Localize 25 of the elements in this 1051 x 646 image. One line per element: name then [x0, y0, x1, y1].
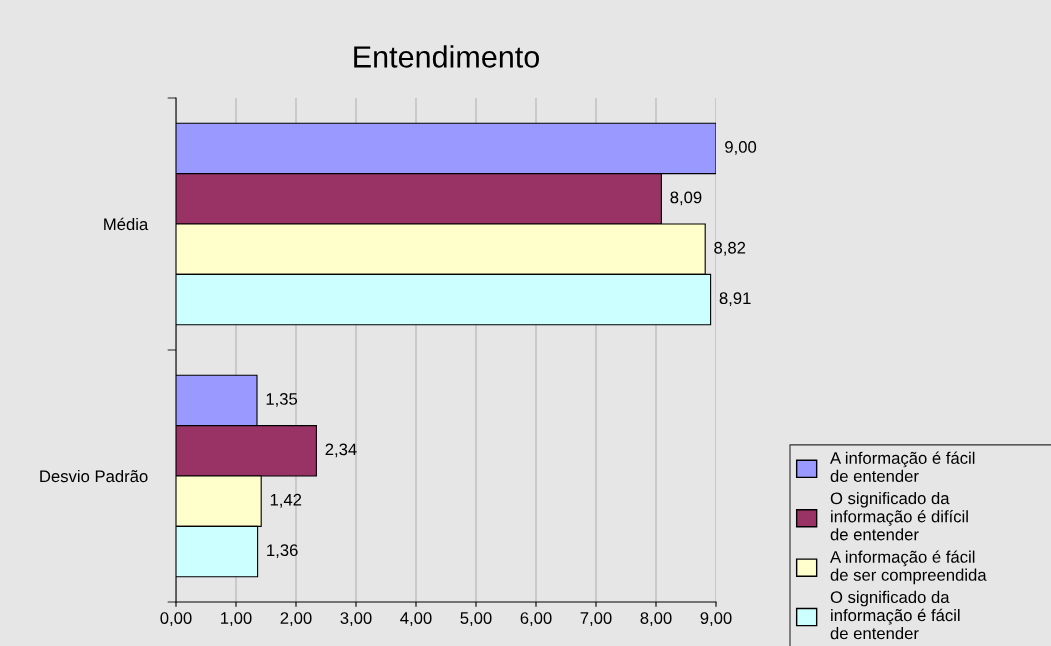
- chart-title: Entendimento: [354, 45, 539, 68]
- legend-label: A informação é fácil de ser compreendida: [830, 550, 987, 585]
- x-tick-label: 8,00: [640, 612, 672, 626]
- x-tick-label: 7,00: [580, 612, 612, 626]
- y-tick-label: Média: [104, 217, 149, 231]
- data-label: 8,09: [670, 191, 702, 206]
- data-label: 8,82: [714, 241, 746, 256]
- data-label: 1,42: [270, 493, 302, 508]
- legend-label: A informação é fácil de entender: [830, 451, 975, 483]
- y-tick-label: Desvio Padrão: [40, 469, 148, 483]
- data-label: 9,00: [725, 141, 757, 155]
- x-tick-label: 0,00: [160, 612, 192, 626]
- data-label: 8,91: [719, 292, 751, 307]
- x-tick-label: 9,00: [700, 612, 732, 626]
- data-label: 1,36: [267, 544, 298, 559]
- x-tick-label: 4,00: [400, 612, 432, 626]
- data-label: 2,34: [325, 443, 357, 458]
- x-tick-label: 2,00: [280, 612, 312, 626]
- legend-label: O significado da informação é difícil de entender: [830, 491, 968, 541]
- x-tick-label: 6,00: [520, 612, 552, 626]
- x-tick-label: 1,00: [221, 612, 252, 626]
- x-tick-label: 3,00: [340, 612, 372, 626]
- data-label: 1,35: [266, 393, 298, 407]
- x-tick-label: 5,00: [460, 612, 492, 626]
- legend-label: O significado da informação é fácil de entender: [830, 590, 960, 640]
